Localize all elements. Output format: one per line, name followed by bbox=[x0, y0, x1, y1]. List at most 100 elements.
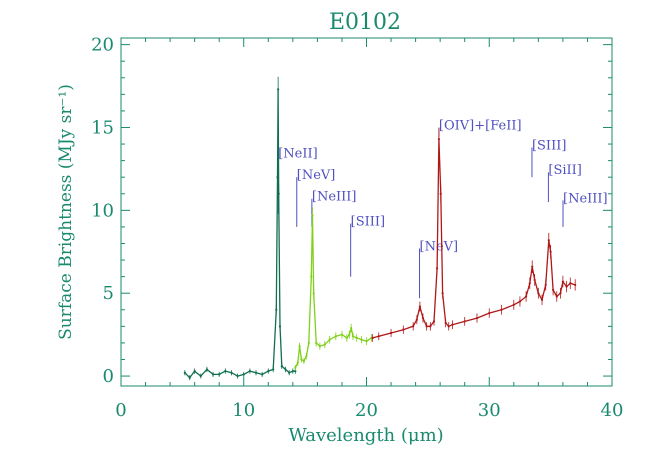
data-point-ll bbox=[531, 265, 534, 268]
data-point-sl1 bbox=[296, 361, 299, 364]
data-point-ll bbox=[447, 325, 450, 328]
data-point-sl1 bbox=[302, 360, 305, 363]
data-point-ll bbox=[555, 295, 558, 298]
data-point-sl2 bbox=[294, 369, 297, 373]
annotation-label-1: [NeV] bbox=[297, 168, 336, 183]
data-point-ll bbox=[421, 316, 425, 320]
data-point-ll bbox=[561, 280, 565, 283]
y-axis-label: Surface Brightness (MJy sr⁻¹) bbox=[56, 84, 76, 340]
annotation-label-6: [SIII] bbox=[532, 138, 566, 153]
data-point-ll bbox=[439, 192, 442, 195]
data-point-sl2 bbox=[288, 371, 291, 374]
x-tick-label-1: 10 bbox=[232, 400, 255, 421]
data-point-sl1 bbox=[311, 214, 314, 217]
data-point-ll bbox=[425, 325, 428, 328]
data-point-ll bbox=[415, 318, 418, 321]
data-point-sl2 bbox=[230, 371, 233, 374]
data-point-sl1 bbox=[334, 335, 337, 338]
ticks-layer: 0 10 20 30 40 0 5 10 15 20 bbox=[91, 35, 623, 421]
data-point-sl2 bbox=[188, 376, 191, 379]
data-point-ll bbox=[512, 303, 515, 306]
data-point-sl2 bbox=[261, 373, 264, 376]
annotations-layer: [NeII] [NeV] [NeIII] [SIII] [NeV] [OIV]+[FeII… bbox=[277, 118, 608, 299]
data-point-ll bbox=[402, 328, 405, 331]
data-point-sl1 bbox=[294, 366, 297, 369]
data-point-sl1 bbox=[340, 333, 344, 336]
x-tick-label-0: 0 bbox=[115, 400, 126, 421]
annotation-label-3: [SIII] bbox=[351, 215, 385, 230]
data-point-ll bbox=[429, 325, 432, 328]
annotation-label-5: [OIV]+[FeII] bbox=[439, 118, 522, 133]
data-point-ll bbox=[441, 292, 444, 295]
data-point-ll bbox=[500, 308, 503, 311]
annotation-label-7: [SiII] bbox=[548, 163, 581, 178]
data-point-sl2 bbox=[205, 368, 209, 371]
data-point-sl2 bbox=[275, 308, 278, 311]
data-point-ll bbox=[528, 282, 531, 285]
data-point-sl1 bbox=[323, 343, 326, 346]
data-point-sl2 bbox=[276, 176, 279, 179]
data-point-ll bbox=[544, 283, 547, 287]
data-point-sl2 bbox=[291, 369, 294, 373]
data-point-ll bbox=[565, 285, 568, 288]
data-point-sl1 bbox=[318, 345, 321, 348]
data-point-sl2 bbox=[183, 371, 186, 374]
data-point-ll bbox=[488, 311, 491, 315]
data-point-sl1 bbox=[315, 341, 318, 345]
annotation-label-8: [NeIII] bbox=[563, 191, 608, 206]
data-point-ll bbox=[551, 288, 555, 291]
data-point-sl1 bbox=[351, 335, 355, 338]
data-point-sl2 bbox=[211, 373, 215, 376]
data-point-ll bbox=[524, 295, 528, 298]
data-point-ll bbox=[437, 137, 441, 141]
data-point-sl2 bbox=[199, 374, 202, 378]
data-point-ll bbox=[418, 305, 421, 308]
data-point-ll bbox=[371, 336, 374, 340]
data-point-sl2 bbox=[278, 325, 282, 328]
x-tick-label-2: 20 bbox=[355, 400, 378, 421]
data-point-sl2 bbox=[242, 373, 245, 376]
y-tick-label-1: 5 bbox=[103, 283, 114, 304]
data-point-sl1 bbox=[365, 340, 368, 343]
data-point-ll bbox=[475, 316, 479, 320]
data-point-sl2 bbox=[284, 368, 287, 371]
data-point-sl2 bbox=[254, 371, 258, 374]
chart-title: E0102 bbox=[329, 10, 401, 35]
data-point-ll bbox=[547, 239, 550, 242]
data-point-sl1 bbox=[298, 345, 301, 348]
annotation-label-4: [NeV] bbox=[420, 239, 459, 254]
data-point-sl1 bbox=[312, 292, 315, 295]
data-point-ll bbox=[559, 292, 562, 295]
data-point-sl1 bbox=[300, 358, 303, 361]
data-point-sl2 bbox=[280, 365, 283, 368]
series-line-sl2 bbox=[184, 88, 296, 379]
data-point-sl2 bbox=[218, 373, 221, 376]
series-line-ll bbox=[372, 138, 576, 339]
data-point-sl2 bbox=[267, 369, 270, 373]
annotation-label-0: [NeII] bbox=[278, 147, 317, 162]
annotation-label-2: [NeIII] bbox=[312, 190, 357, 205]
data-point-ll bbox=[435, 267, 439, 270]
data-point-ll bbox=[444, 321, 447, 325]
data-point-sl1 bbox=[355, 336, 358, 340]
data-point-sl2 bbox=[193, 369, 196, 373]
x-axis-label: Wavelength (μm) bbox=[288, 425, 443, 446]
data-point-ll bbox=[549, 250, 552, 253]
data-point-ll bbox=[451, 323, 454, 326]
plot-frame bbox=[120, 37, 613, 387]
x-tick-label-4: 40 bbox=[601, 400, 624, 421]
data-point-ll bbox=[537, 292, 540, 295]
data-point-ll bbox=[533, 278, 536, 282]
series-line-sl1 bbox=[294, 214, 372, 369]
data-point-ll bbox=[574, 283, 577, 287]
x-tick-label-3: 30 bbox=[478, 400, 501, 421]
data-point-ll bbox=[569, 282, 572, 285]
data-point-sl2 bbox=[236, 374, 239, 378]
data-point-sl2 bbox=[277, 88, 280, 91]
series-layer bbox=[183, 76, 577, 381]
data-point-ll bbox=[412, 325, 415, 328]
data-point-sl1 bbox=[360, 338, 363, 341]
y-tick-label-4: 20 bbox=[91, 35, 114, 56]
data-point-sl1 bbox=[348, 333, 351, 336]
